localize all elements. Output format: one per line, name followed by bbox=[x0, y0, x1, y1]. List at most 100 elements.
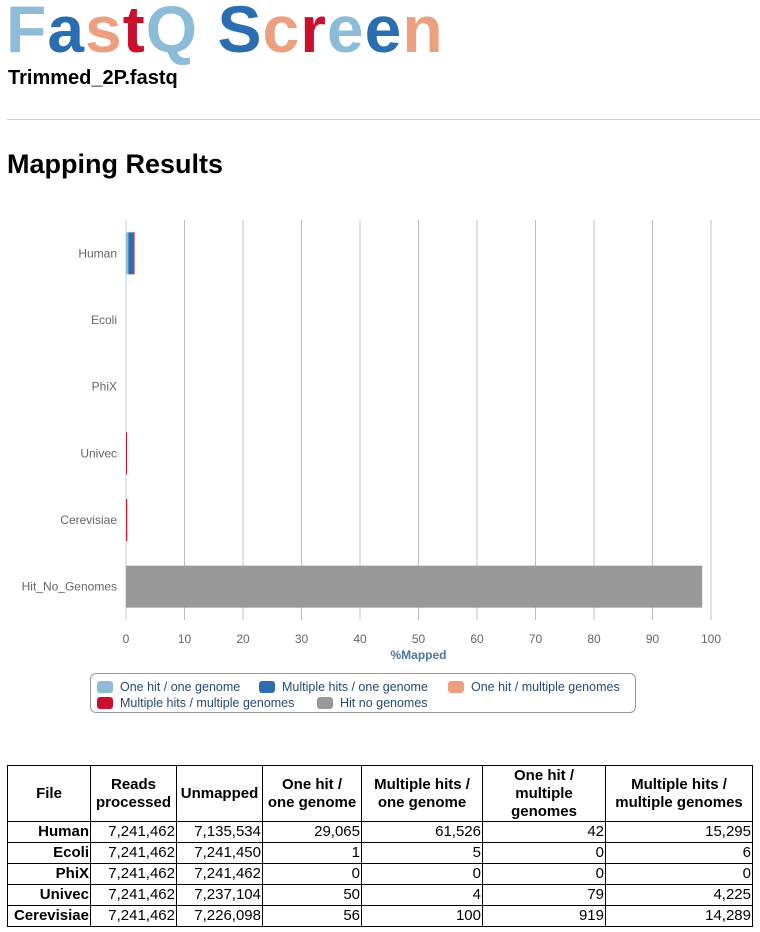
section-title: Mapping Results bbox=[7, 149, 224, 179]
mapping-results-chart: 0 10 20 30 40 50 60 70 80 90 100 Human Ecoli PhiX Univ… bbox=[22, 220, 721, 662]
y-category-label: Univec bbox=[80, 446, 117, 460]
legend-label: Multiple hits / multiple genomes bbox=[120, 696, 295, 710]
table-cell: 0 bbox=[361, 863, 483, 885]
table-cell: 29,065 bbox=[262, 821, 362, 843]
legend-swatch bbox=[317, 697, 333, 709]
legend-item[interactable]: Hit no genomes bbox=[317, 696, 428, 710]
table-row: PhiX 7,241,462 7,241,462 0 0 0 0 bbox=[7, 863, 753, 885]
logo-letter: t bbox=[122, 0, 146, 66]
logo-letter: a bbox=[47, 0, 86, 66]
fastq-screen-logo: FastQ Screen bbox=[6, 0, 444, 62]
x-tick-label: 0 bbox=[123, 632, 130, 646]
x-tick-label: 70 bbox=[529, 632, 543, 646]
table-cell: 7,237,104 bbox=[176, 884, 263, 906]
x-tick-label: 60 bbox=[470, 632, 484, 646]
table-cell: 0 bbox=[262, 863, 362, 885]
file-name-cell: Univec bbox=[7, 884, 91, 906]
legend-swatch bbox=[259, 681, 275, 693]
table-cell: 7,135,534 bbox=[176, 821, 263, 843]
x-tick-label: 30 bbox=[295, 632, 309, 646]
column-header-text: One hit / multiple genomes bbox=[511, 766, 577, 820]
bar-segment bbox=[126, 432, 127, 475]
table-row: Human 7,241,462 7,135,534 29,065 61,526 42 15,… bbox=[7, 821, 753, 843]
chart-legend: One hit / one genome Multiple hits / one … bbox=[90, 673, 636, 713]
table-row: Cerevisiae 7,241,462 7,226,098 56 100 919 14,2… bbox=[7, 905, 753, 927]
column-header-text: Unmapped bbox=[180, 784, 259, 802]
table-header-row: File Reads processed Unmapped One hit / one g… bbox=[7, 765, 753, 822]
bar-segment bbox=[128, 232, 134, 275]
table-cell: 6 bbox=[605, 842, 753, 864]
file-name-cell: PhiX bbox=[7, 863, 91, 885]
x-tick-label: 80 bbox=[587, 632, 601, 646]
legend-label: Multiple hits / one genome bbox=[282, 680, 428, 694]
x-tick-label: 90 bbox=[646, 632, 660, 646]
table-cell: 5 bbox=[361, 842, 483, 864]
bar-segment bbox=[133, 232, 135, 275]
table-cell: 0 bbox=[605, 863, 753, 885]
table-row: Ecoli 7,241,462 7,241,450 1 5 0 6 bbox=[7, 842, 753, 864]
table-cell: 7,241,462 bbox=[90, 905, 177, 927]
logo-letter: Q bbox=[145, 0, 199, 66]
file-name-cell: Human bbox=[7, 821, 91, 843]
table-cell: 14,289 bbox=[605, 905, 753, 927]
x-tick-label: 10 bbox=[178, 632, 192, 646]
legend-label: One hit / one genome bbox=[120, 680, 241, 694]
logo-letter: c bbox=[262, 0, 301, 66]
logo-letter: e bbox=[326, 0, 365, 66]
y-category-label: Cerevisiae bbox=[60, 513, 117, 527]
table-cell: 56 bbox=[262, 905, 362, 927]
table-cell: 7,241,462 bbox=[90, 842, 177, 864]
legend-item[interactable]: One hit / multiple genomes bbox=[448, 680, 620, 694]
column-header: Multiple hits / multiple genomes bbox=[605, 765, 753, 822]
logo-letter: S bbox=[217, 0, 263, 66]
column-header-text: Multiple hits / multiple genomes bbox=[615, 775, 743, 811]
logo-letter: r bbox=[300, 0, 327, 66]
table-cell: 61,526 bbox=[361, 821, 483, 843]
legend-item[interactable]: Multiple hits / multiple genomes bbox=[97, 696, 294, 710]
table-cell: 50 bbox=[262, 884, 362, 906]
bar-segment bbox=[126, 565, 703, 608]
logo-letter: F bbox=[6, 0, 48, 66]
column-header-text: File bbox=[36, 784, 62, 802]
table-cell: 7,226,098 bbox=[176, 905, 263, 927]
column-header: One hit / multiple genomes bbox=[482, 765, 606, 822]
table-cell: 4,225 bbox=[605, 884, 753, 906]
logo-letter bbox=[198, 0, 217, 66]
logo-letter: s bbox=[85, 0, 123, 66]
column-header-text: Reads processed bbox=[95, 775, 172, 811]
table-cell: 7,241,462 bbox=[176, 863, 263, 885]
table-cell: 7,241,462 bbox=[90, 821, 177, 843]
mapping-results-table: File Reads processed Unmapped One hit / one g… bbox=[7, 765, 753, 927]
legend-swatch bbox=[97, 681, 113, 693]
legend-swatch bbox=[97, 697, 113, 709]
table-cell: 7,241,462 bbox=[90, 863, 177, 885]
legend-item[interactable]: Multiple hits / one genome bbox=[259, 680, 428, 694]
table-cell: 0 bbox=[482, 842, 606, 864]
legend-label: Hit no genomes bbox=[340, 696, 428, 710]
table-cell: 1 bbox=[262, 842, 362, 864]
legend-swatch bbox=[448, 681, 464, 693]
logo-letter: n bbox=[402, 0, 444, 66]
bar-segment bbox=[126, 499, 128, 541]
y-category-label: Human bbox=[78, 246, 117, 260]
x-tick-label: 20 bbox=[236, 632, 250, 646]
table-cell: 15,295 bbox=[605, 821, 753, 843]
table-cell: 0 bbox=[482, 863, 606, 885]
x-tick-label: 50 bbox=[412, 632, 426, 646]
divider bbox=[7, 119, 760, 120]
table-cell: 42 bbox=[482, 821, 606, 843]
column-header-text: Multiple hits / one genome bbox=[374, 775, 470, 811]
file-name-cell: Cerevisiae bbox=[7, 905, 91, 927]
legend-label: One hit / multiple genomes bbox=[471, 680, 620, 694]
column-header: Reads processed bbox=[90, 765, 177, 822]
x-tick-label: 100 bbox=[701, 632, 721, 646]
file-name-cell: Ecoli bbox=[7, 842, 91, 864]
legend-item[interactable]: One hit / one genome bbox=[97, 680, 240, 694]
table-cell: 7,241,450 bbox=[176, 842, 263, 864]
table-cell: 7,241,462 bbox=[90, 884, 177, 906]
x-tick-label: 40 bbox=[353, 632, 367, 646]
y-category-label: PhiX bbox=[92, 380, 117, 394]
column-header: One hit / one genome bbox=[262, 765, 362, 822]
table-cell: 100 bbox=[361, 905, 483, 927]
table-cell: 919 bbox=[482, 905, 606, 927]
